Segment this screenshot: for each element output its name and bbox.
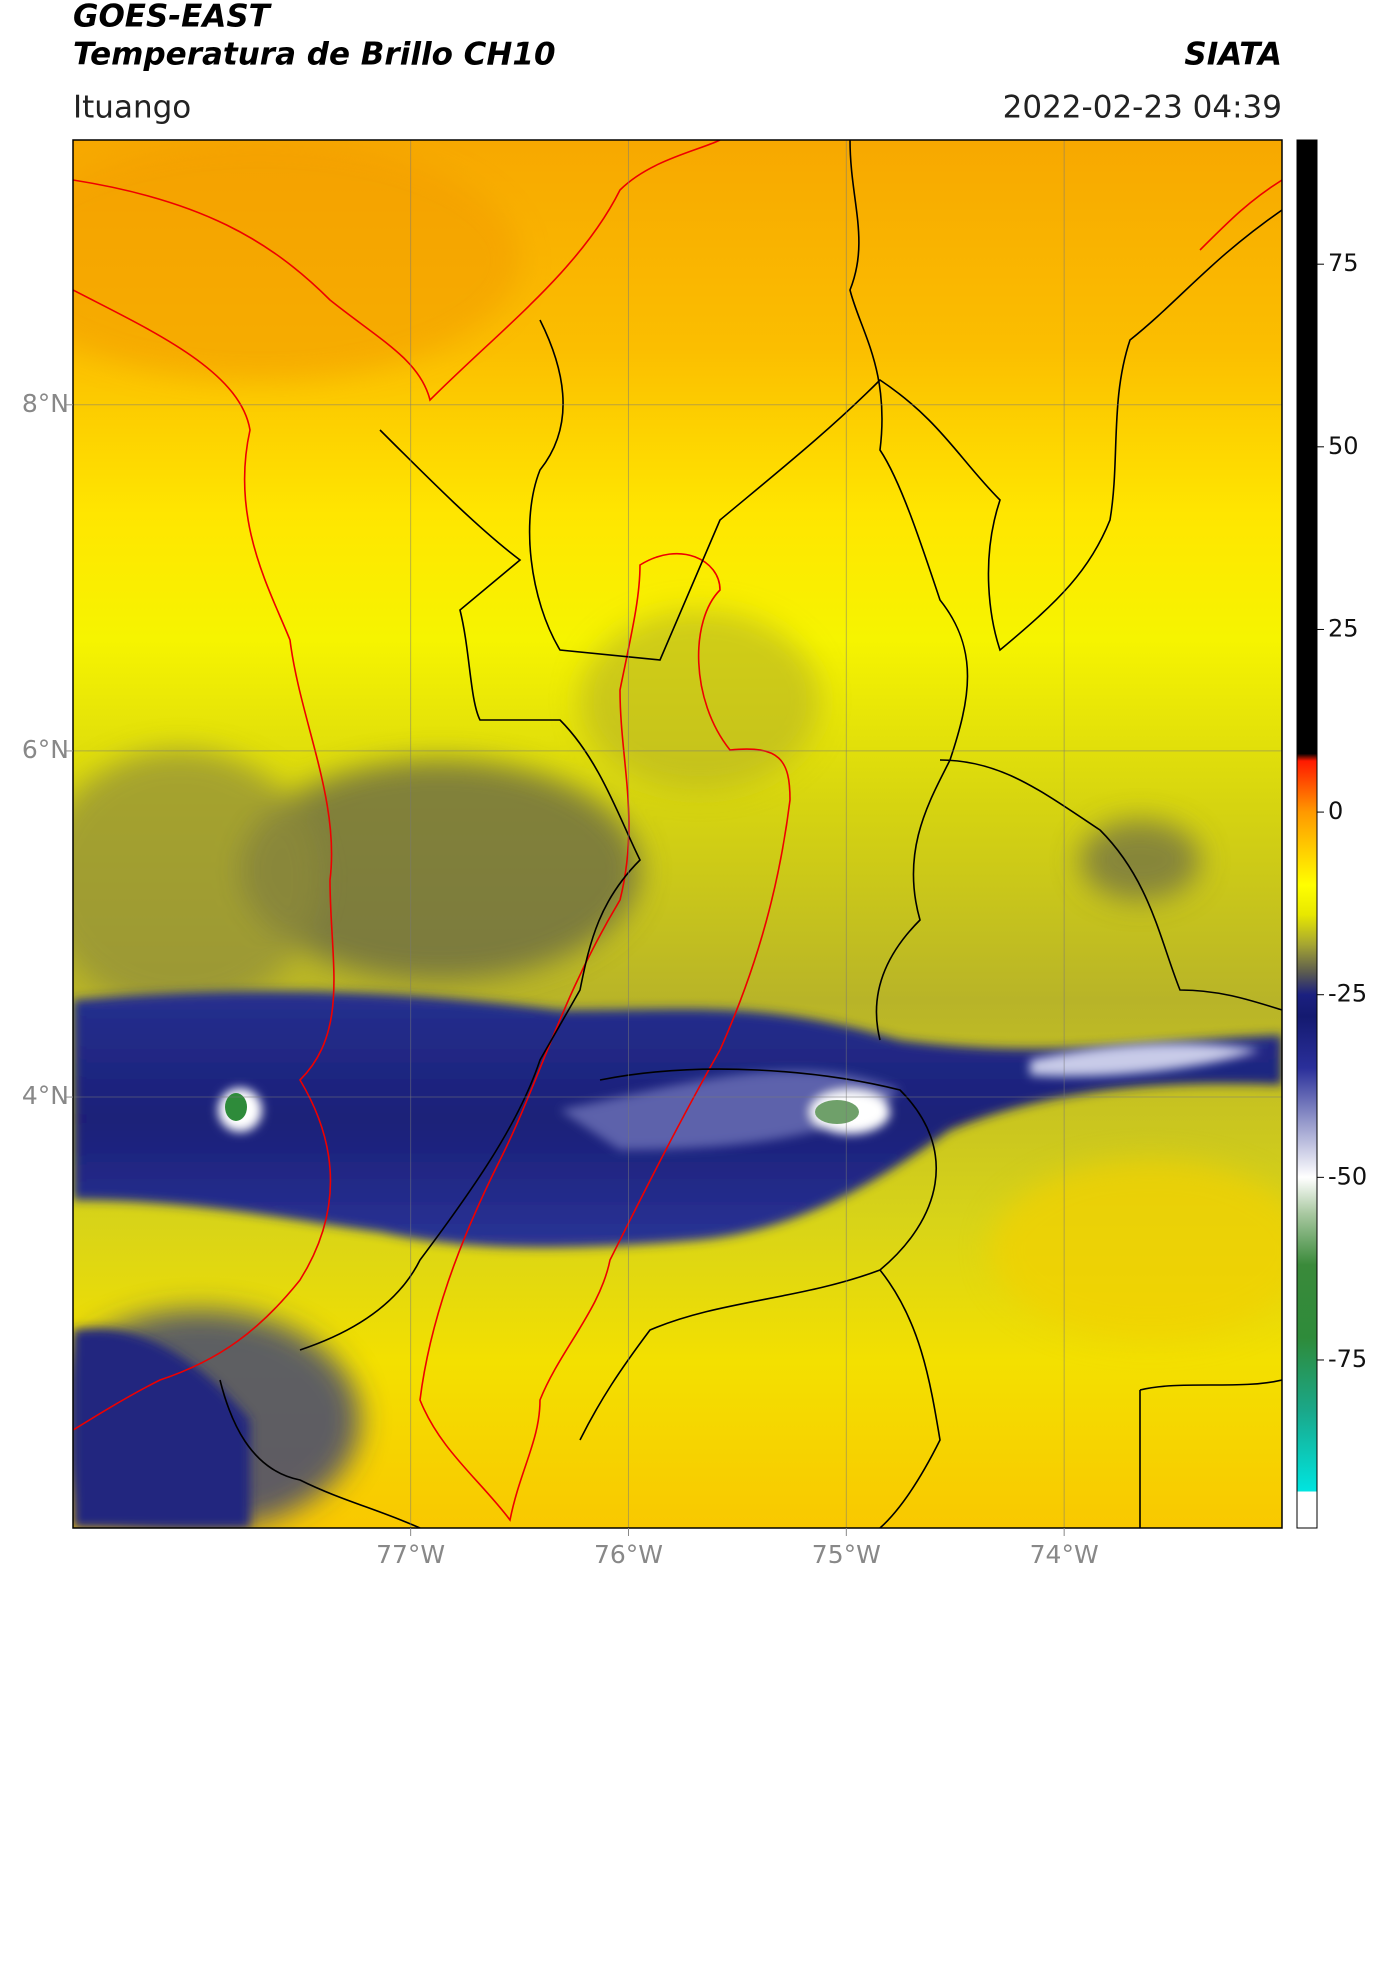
- x-tick-label: 77°W: [376, 1540, 445, 1569]
- satellite: GOES-EAST: [73, 0, 273, 35]
- colorbar-tick-label: -25: [1328, 980, 1367, 1008]
- x-tick-label: 76°W: [594, 1540, 663, 1569]
- y-tick-label: 8°N: [22, 389, 69, 418]
- coldest-spot: [815, 1100, 859, 1124]
- borders: [73, 140, 1282, 1528]
- organization: SIATA: [1184, 37, 1282, 73]
- region: Ituango: [73, 90, 191, 126]
- y-tick-label: 4°N: [22, 1081, 69, 1110]
- grid: [73, 140, 1282, 1528]
- colorbar-tick-label: -75: [1328, 1345, 1367, 1373]
- product: Temperatura de Brillo CH10: [73, 37, 556, 73]
- colorbar-tick-label: 75: [1328, 249, 1359, 277]
- cloud-band: [73, 1328, 250, 1528]
- x-tick-label: 74°W: [1030, 1540, 1099, 1569]
- colorbar-tick-label: -50: [1328, 1162, 1367, 1190]
- x-tick-label: 75°W: [812, 1540, 881, 1569]
- colorbar-tick-label: 50: [1328, 432, 1359, 460]
- coldest-spot: [225, 1093, 247, 1121]
- colorbar-tick-label: 0: [1328, 797, 1343, 825]
- colorbar: [1296, 139, 1318, 1529]
- datetime: 2022-02-23 04:39: [1003, 90, 1282, 126]
- map-frame: [72, 139, 1283, 1529]
- map: [73, 140, 1282, 1528]
- y-tick-label: 6°N: [22, 735, 69, 764]
- colorbar-tick-label: 25: [1328, 614, 1359, 642]
